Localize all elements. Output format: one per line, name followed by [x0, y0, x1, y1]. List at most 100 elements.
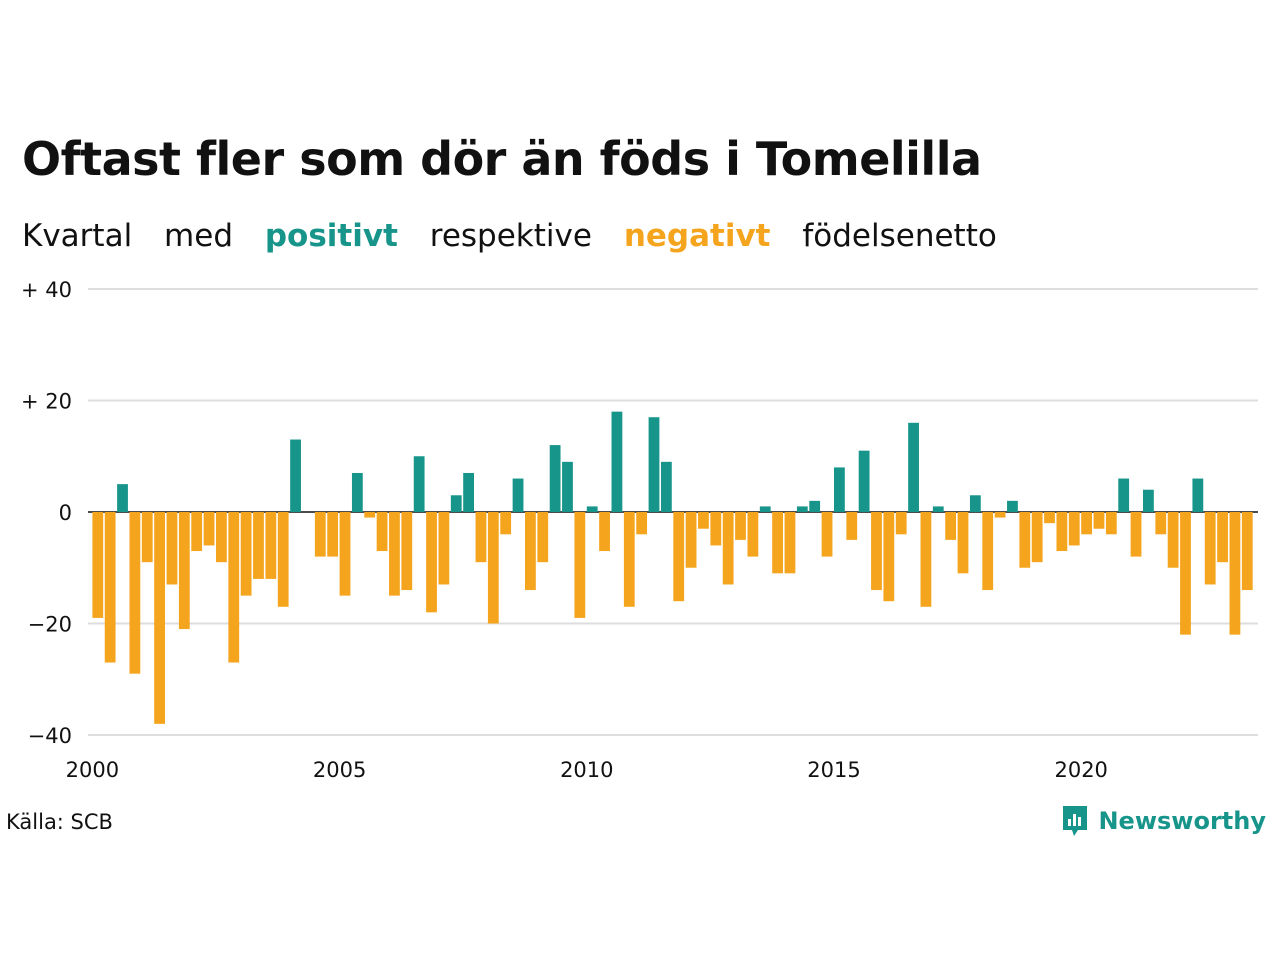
bar	[525, 512, 536, 591]
bar	[1105, 512, 1117, 535]
bar	[364, 512, 376, 518]
bar	[1019, 512, 1031, 568]
bar	[1204, 512, 1216, 585]
newsworthy-logo-icon	[1063, 806, 1088, 836]
bar	[821, 512, 833, 557]
bar	[351, 472, 363, 512]
bar	[401, 512, 413, 591]
x-tick-label: 2005	[313, 758, 366, 782]
bar	[883, 512, 895, 602]
bar	[265, 512, 277, 579]
bar	[475, 512, 487, 563]
bar	[735, 512, 746, 540]
bar	[932, 506, 944, 512]
y-tick-label: −40	[28, 724, 72, 748]
bar	[796, 506, 808, 512]
bar	[772, 512, 783, 574]
bar	[191, 512, 203, 552]
chart-title: Oftast fler som dör än föds i Tomelilla	[22, 132, 982, 186]
bar	[710, 512, 722, 546]
y-tick-label: + 20	[21, 390, 72, 414]
y-tick-label: 0	[59, 501, 72, 525]
bar	[920, 512, 932, 607]
bar	[784, 512, 796, 574]
bar	[1180, 512, 1191, 635]
subtitle-word-respektive: respektive	[429, 218, 592, 254]
bar	[141, 512, 153, 563]
bar	[1118, 478, 1130, 512]
bar	[648, 417, 660, 512]
bar	[1192, 478, 1204, 512]
bar	[1081, 512, 1092, 535]
bar	[957, 512, 969, 574]
bar	[1229, 512, 1241, 635]
bar	[203, 512, 215, 546]
bar	[512, 478, 524, 512]
bar	[1241, 512, 1253, 591]
x-tick-label: 2010	[560, 758, 613, 782]
bar	[376, 512, 388, 552]
bar	[599, 512, 610, 552]
chart-subtitle: Kvartal med positivt respektive negativt…	[22, 218, 1019, 254]
bars	[92, 411, 1253, 724]
bar	[1093, 512, 1105, 529]
bar	[562, 461, 573, 512]
bar	[685, 512, 697, 568]
bar	[1167, 512, 1179, 568]
bar	[994, 512, 1006, 518]
bar	[426, 512, 437, 613]
bar	[537, 512, 549, 563]
subtitle-word-kvartal: Kvartal	[22, 218, 133, 254]
x-tick-label: 2020	[1054, 758, 1107, 782]
bar	[450, 495, 462, 512]
bar	[104, 512, 116, 663]
bar	[858, 450, 870, 512]
bar	[389, 512, 400, 596]
bar	[722, 512, 734, 585]
subtitle-positive-label: positivt	[264, 218, 398, 254]
bar	[166, 512, 178, 585]
bar	[314, 512, 326, 557]
subtitle-negative-label: negativt	[623, 218, 771, 254]
bar	[154, 512, 165, 724]
bar	[117, 484, 128, 513]
newsworthy-logo-text: Newsworthy	[1098, 807, 1266, 835]
bar	[327, 512, 339, 557]
bar	[216, 512, 227, 563]
bar	[240, 512, 252, 596]
source-note: Källa: SCB	[6, 810, 113, 834]
x-tick-label: 2015	[807, 758, 860, 782]
bar	[673, 512, 685, 602]
y-tick-label: −20	[28, 613, 72, 637]
bar	[846, 512, 858, 540]
bar	[178, 512, 190, 630]
bar	[1143, 489, 1154, 512]
bar	[660, 461, 672, 512]
bar	[290, 439, 301, 512]
bar	[92, 512, 104, 618]
bar	[1044, 512, 1055, 524]
newsworthy-logo: Newsworthy	[1060, 804, 1266, 838]
bar	[895, 512, 907, 535]
bar	[809, 500, 821, 512]
bar	[586, 506, 598, 512]
bar	[982, 512, 994, 591]
bar	[574, 512, 586, 618]
bar	[945, 512, 957, 540]
bar	[636, 512, 648, 535]
x-tick-labels: 2000 2005 2010 2015 2020	[66, 758, 1108, 782]
subtitle-word-med: med	[164, 218, 233, 254]
bar	[969, 495, 981, 512]
bar	[1068, 512, 1080, 546]
bar	[1031, 512, 1043, 563]
bar-chart: + 40 + 20 0 −20 −40 2000 2005 2010 2015 2020	[21, 278, 1258, 782]
bar	[1130, 512, 1142, 557]
y-tick-labels: + 40 + 20 0 −20 −40	[21, 278, 72, 748]
bar	[908, 422, 919, 512]
bar	[129, 512, 141, 674]
bar	[1007, 500, 1018, 512]
bar	[1056, 512, 1068, 552]
subtitle-word-fodelsenetto: födelsenetto	[802, 218, 997, 254]
bar	[500, 512, 512, 535]
bar	[834, 467, 845, 512]
